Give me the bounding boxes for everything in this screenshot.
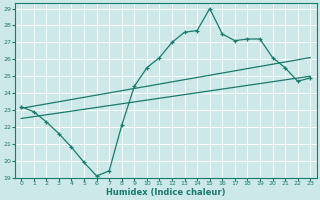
X-axis label: Humidex (Indice chaleur): Humidex (Indice chaleur) [106,188,226,197]
